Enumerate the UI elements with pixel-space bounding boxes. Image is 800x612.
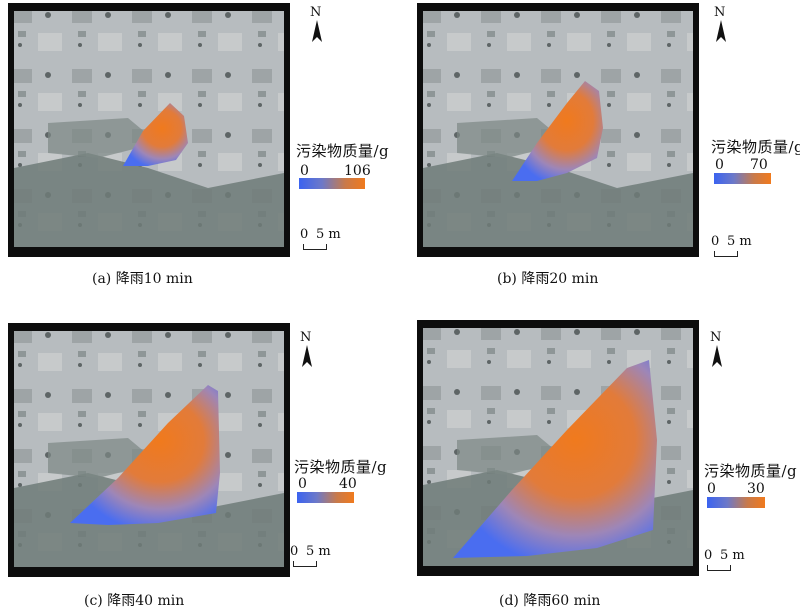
scale-bar: 0 5 m (704, 548, 764, 574)
legend-max: 70 (750, 157, 768, 173)
panel-caption: (a) 降雨10 min (92, 271, 193, 287)
legend-color-bar (299, 178, 365, 189)
scale-bar: 0 5 m (290, 544, 350, 570)
pollutant-plume (453, 360, 657, 558)
legend-max: 30 (747, 481, 765, 497)
legend-max: 106 (344, 163, 371, 179)
legend-min: 0 (298, 476, 307, 492)
legend-color-bar (297, 492, 354, 503)
legend-color-bar (707, 497, 765, 508)
north-arrow-icon: N (706, 331, 728, 371)
scale-bar: 0 5 m (300, 227, 360, 253)
legend-min: 0 (707, 481, 716, 497)
north-arrow-icon: N (710, 6, 732, 46)
legend-title: 污染物质量/g (294, 458, 388, 476)
pollutant-plume (123, 103, 188, 166)
panel-caption: (d) 降雨60 min (499, 593, 601, 609)
legend-title: 污染物质量/g (711, 138, 800, 156)
legend-min: 0 (300, 163, 309, 179)
north-arrow-icon: N (306, 6, 328, 46)
legend-color-bar (714, 173, 771, 184)
map-image (8, 3, 290, 257)
legend-max: 40 (339, 476, 357, 492)
legend-min: 0 (715, 157, 724, 173)
pollutant-plume (70, 385, 220, 525)
legend-title: 污染物质量/g (704, 462, 798, 480)
panel-caption: (c) 降雨40 min (84, 593, 185, 609)
map-image (8, 323, 290, 577)
panel-caption: (b) 降雨20 min (497, 271, 599, 287)
north-arrow-icon: N (296, 331, 318, 371)
map-image (417, 320, 699, 576)
legend-title: 污染物质量/g (296, 142, 390, 160)
map-image (417, 3, 699, 257)
pollutant-plume (512, 81, 603, 181)
scale-bar: 0 5 m (711, 234, 771, 260)
